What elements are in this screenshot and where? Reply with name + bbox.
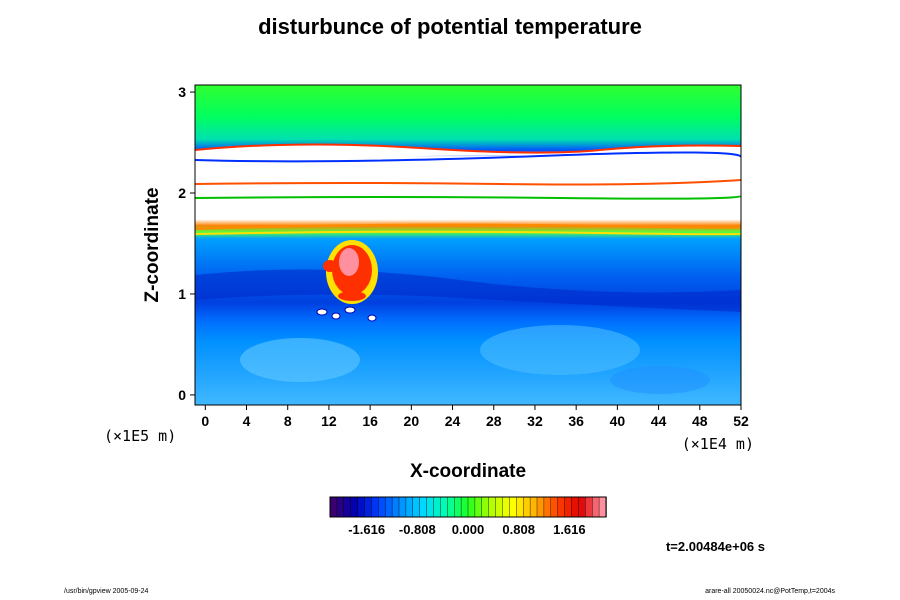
x-tick-label: 28 (486, 413, 502, 429)
colorbar-step (419, 496, 428, 518)
x-tick-label: 48 (692, 413, 708, 429)
footer-source: arare-all 20050024.nc@PotTemp,t=2004s (705, 588, 835, 595)
colorbar-step (585, 496, 593, 518)
x-tick-label: 24 (445, 413, 461, 429)
colorbar-step (371, 496, 379, 518)
x-tick-label: 4 (243, 413, 251, 429)
colorbar-step (426, 496, 435, 518)
light-patch (480, 325, 640, 375)
colorbar-tick-label: -1.616 (348, 522, 385, 537)
colorbar-step (350, 496, 359, 518)
time-label: t=2.00484e+06 s (665, 539, 765, 554)
colorbar-step (474, 496, 483, 518)
y-axis-ticks: 0 1 2 3 (178, 84, 195, 403)
colorbar-tick-label: 1.616 (553, 522, 586, 537)
colorbar-step (516, 496, 524, 518)
colorbar-step (509, 496, 517, 518)
y-tick-label: 0 (178, 387, 186, 403)
x-tick-label: 36 (568, 413, 584, 429)
x-tick-label: 12 (321, 413, 337, 429)
y-tick-label: 2 (178, 185, 186, 201)
y-axis-unit: (×1E5 m) (104, 427, 176, 445)
colorbar-step (564, 496, 573, 518)
colorbar-tick-label: -0.808 (399, 522, 436, 537)
colorbar-step (495, 496, 504, 518)
x-tick-label: 20 (404, 413, 420, 429)
cold-specks (316, 306, 377, 322)
colorbar-step (529, 496, 538, 518)
colorbar-step (557, 496, 566, 518)
colorbar-tick-label: 0.000 (452, 522, 485, 537)
x-tick-label: 16 (362, 413, 378, 429)
plot-frame (194, 84, 742, 406)
colorbar-step (357, 496, 366, 518)
colorbar-step (488, 496, 497, 518)
warm-bubble (323, 240, 378, 304)
colorbar-steps (329, 496, 607, 518)
colorbar-step (592, 496, 600, 518)
colorbar-frame (329, 496, 607, 518)
colorbar-step (460, 496, 469, 518)
y-tick-label: 1 (178, 286, 186, 302)
colorbar-step (454, 496, 462, 518)
y-axis-title: Z-coordinate (142, 187, 163, 302)
colorbar-step (398, 496, 407, 518)
colorbar-step (412, 496, 421, 518)
colorbar-step (336, 496, 345, 518)
colorbar-step (391, 496, 400, 518)
colorbar-step (440, 496, 448, 518)
colorbar-step (536, 496, 545, 518)
x-tick-label: 0 (201, 413, 209, 429)
colorbar-step (433, 496, 442, 518)
heatmap-field (195, 85, 741, 405)
light-patch (240, 338, 360, 382)
colorbar-step (405, 496, 414, 518)
x-axis-unit: (×1E4 m) (682, 435, 754, 453)
chart-title: disturbunce of potential temperature (258, 14, 642, 39)
colorbar-step (523, 496, 531, 518)
x-tick-label: 40 (610, 413, 626, 429)
colorbar-step (329, 496, 338, 518)
x-axis-ticks: 0 4 8 12 16 20 24 28 32 36 40 44 48 52 (201, 405, 749, 429)
streak-edges (195, 143, 741, 236)
y-tick-label: 3 (178, 84, 186, 100)
colorbar-step (578, 496, 587, 518)
x-tick-label: 32 (527, 413, 543, 429)
colorbar-step (343, 496, 352, 518)
colorbar-step (543, 496, 552, 518)
x-tick-label: 44 (651, 413, 667, 429)
x-tick-label: 52 (733, 413, 749, 429)
light-patch (610, 366, 710, 394)
colorbar-step (385, 496, 393, 518)
colorbar-step (550, 496, 559, 518)
x-tick-label: 8 (284, 413, 292, 429)
colorbar-step (467, 496, 476, 518)
colorbar-step (571, 496, 580, 518)
colorbar-tick-label: 0.808 (502, 522, 535, 537)
colorbar-ticks: -1.616 -0.808 0.000 0.808 1.616 (348, 522, 585, 537)
colorbar-step (598, 496, 607, 518)
colorbar-step (481, 496, 490, 518)
footer-command: /usr/bin/gpview 2005-09-24 (64, 588, 149, 595)
colorbar-step (502, 496, 511, 518)
x-axis-title: X-coordinate (410, 461, 526, 482)
colorbar-step (447, 496, 455, 518)
colorbar-step (378, 496, 386, 518)
colorbar-step (364, 496, 373, 518)
